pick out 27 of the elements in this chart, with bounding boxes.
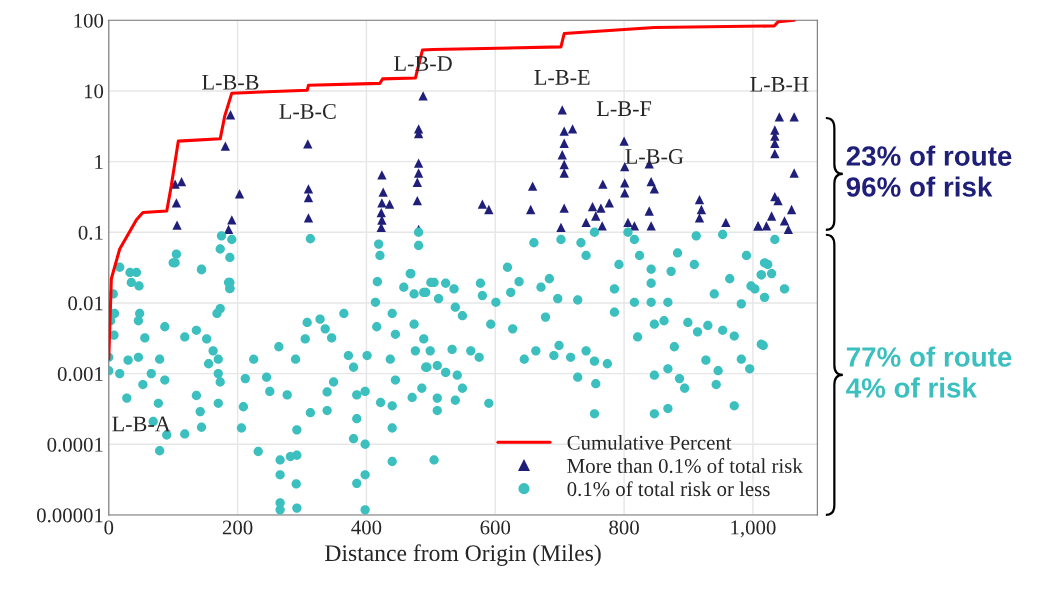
y-tick-label: 100 <box>74 13 104 28</box>
annotation: L-B-F <box>596 101 652 116</box>
legend-label: Cumulative Percent <box>567 435 732 450</box>
y-tick-label: 0.01 <box>68 296 103 311</box>
legend-label: 0.1% of total risk or less <box>567 481 770 497</box>
x-tick-label: 800 <box>609 520 639 535</box>
x-tick-label: 400 <box>351 520 382 535</box>
text: 77% of route 4% of risk <box>846 346 1012 398</box>
x-tick-label: 200 <box>222 520 253 535</box>
legend-label: More than 0.1% of total risk <box>567 458 803 474</box>
annotation: L-B-C <box>279 103 336 119</box>
y-tick-label: 0.001 <box>57 366 103 382</box>
x-tick-label: 1,000 <box>731 520 776 538</box>
y-tick-label: 0.1 <box>78 225 103 240</box>
y-tick-label: 0.0001 <box>47 437 103 452</box>
y-tick-label: 0.00001 <box>36 508 103 523</box>
annotation: L-B-G <box>625 149 684 164</box>
x-tick-label: 600 <box>480 520 511 535</box>
y-tick-label: 1 <box>95 155 103 169</box>
text: 23% of route 96% of risk <box>846 145 1012 197</box>
annotation: L-B-H <box>750 77 809 92</box>
annotation: L-B-E <box>534 70 590 85</box>
x-tick-label: 0 <box>104 520 114 535</box>
y-tick-label: 10 <box>84 84 104 99</box>
annotation: L-B-A <box>112 416 171 432</box>
x-axis-title: Distance from Origin (Miles) <box>325 544 601 566</box>
annotation: L-B-B <box>202 75 259 90</box>
